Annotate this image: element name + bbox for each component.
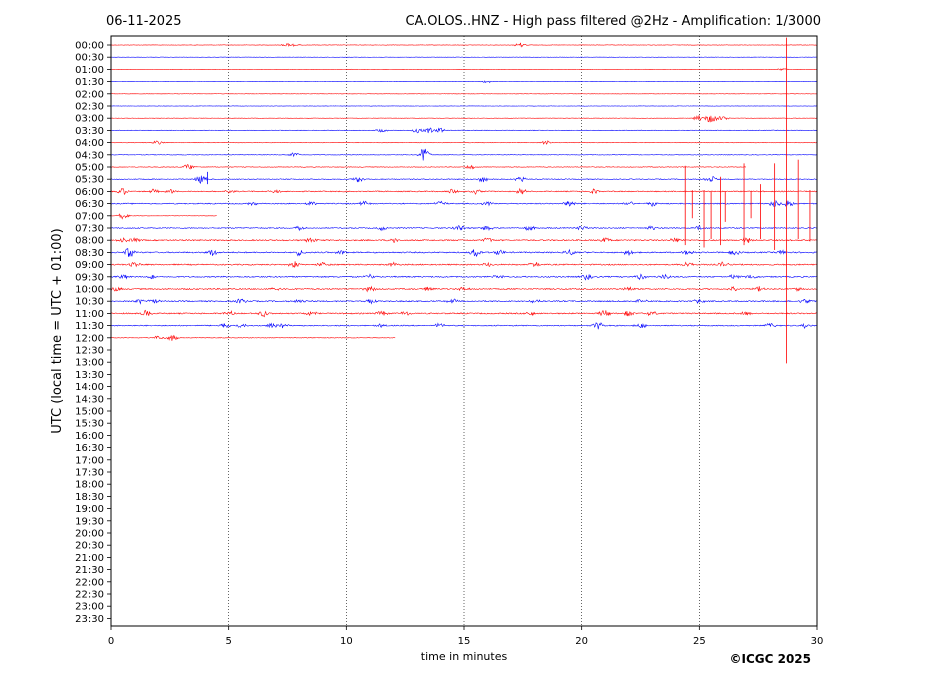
row-label: 22:30 (75, 590, 104, 601)
trace-0530 (110, 175, 817, 184)
trace-0830 (110, 247, 817, 258)
row-label: 16:00 (75, 431, 104, 442)
trace-1130 (110, 322, 817, 330)
trace-0930 (110, 273, 817, 281)
trace-1030 (110, 298, 817, 305)
row-label: 22:00 (75, 577, 104, 588)
trace-1000 (110, 285, 817, 293)
trace-1100 (110, 309, 817, 318)
x-tick-label: 5 (225, 636, 231, 647)
row-label: 21:00 (75, 553, 104, 564)
row-label: 07:30 (75, 224, 104, 235)
x-axis-label: time in minutes (421, 650, 508, 663)
trace-0300 (110, 115, 817, 123)
row-label: 04:00 (75, 138, 104, 149)
row-label: 10:30 (75, 297, 104, 308)
trace-0900 (110, 261, 817, 268)
row-label: 19:30 (75, 516, 104, 527)
row-label: 13:30 (75, 370, 104, 381)
trace-0630 (110, 199, 817, 207)
row-label: 00:30 (75, 53, 104, 64)
row-label: 23:30 (75, 614, 104, 625)
row-label: 20:30 (75, 541, 104, 552)
row-label: 00:00 (75, 41, 104, 52)
row-label: 02:30 (75, 102, 104, 113)
x-tick-label: 10 (340, 636, 353, 647)
row-label: 05:30 (75, 175, 104, 186)
x-tick-label: 0 (108, 636, 114, 647)
row-label: 17:30 (75, 468, 104, 479)
x-axis-ticks: 0 5 10 15 20 25 30 (108, 626, 824, 647)
x-tick-label: 15 (458, 636, 471, 647)
row-label: 15:00 (75, 407, 104, 418)
row-label: 09:30 (75, 272, 104, 283)
row-label: 07:00 (75, 211, 104, 222)
row-label: 05:00 (75, 163, 104, 174)
x-tick-label: 20 (575, 636, 588, 647)
row-label: 02:00 (75, 89, 104, 100)
seismogram-traces (110, 42, 817, 341)
row-label: 17:00 (75, 455, 104, 466)
trace-0130 (110, 80, 817, 84)
seismic-spikes (207, 37, 818, 364)
row-label: 01:30 (75, 77, 104, 88)
x-tick-label: 30 (811, 636, 824, 647)
trace-1200 (110, 334, 396, 341)
y-axis-label: UTC (local time = UTC + 01:00) (50, 228, 65, 433)
trace-0600 (110, 187, 817, 195)
trace-0100 (110, 68, 817, 71)
row-label: 03:00 (75, 114, 104, 125)
row-label: 01:00 (75, 65, 104, 76)
row-label: 14:30 (75, 394, 104, 405)
row-label: 13:00 (75, 358, 104, 369)
row-label: 19:00 (75, 504, 104, 515)
trace-0000 (110, 42, 817, 48)
row-label: 18:00 (75, 480, 104, 491)
x-tick-label: 25 (693, 636, 706, 647)
row-label: 03:30 (75, 126, 104, 137)
row-label: 16:30 (75, 443, 104, 454)
row-label: 04:30 (75, 150, 104, 161)
row-label: 11:30 (75, 321, 104, 332)
row-label: 06:30 (75, 199, 104, 210)
trace-0430 (110, 148, 817, 161)
date-label: 06-11-2025 (106, 14, 182, 29)
row-label: 15:30 (75, 419, 104, 430)
trace-0500 (110, 164, 747, 170)
row-label: 21:30 (75, 565, 104, 576)
chart-title: CA.OLOS..HNZ - High pass filtered @2Hz -… (405, 14, 821, 29)
vertical-grid (228, 36, 700, 626)
row-label: 09:00 (75, 260, 104, 271)
row-label: 18:30 (75, 492, 104, 503)
trace-0800 (110, 236, 817, 244)
row-label: 08:30 (75, 248, 104, 259)
trace-0700 (110, 213, 217, 220)
row-label: 11:00 (75, 309, 104, 320)
row-label: 20:00 (75, 529, 104, 540)
row-label: 12:30 (75, 346, 104, 357)
row-label: 06:00 (75, 187, 104, 198)
row-label: 23:00 (75, 602, 104, 613)
trace-0400 (110, 140, 817, 145)
trace-0730 (110, 225, 817, 232)
trace-0330 (110, 127, 817, 134)
copyright-label: ©ICGC 2025 (729, 652, 811, 666)
plot-frame (110, 35, 818, 627)
row-label: 12:00 (75, 333, 104, 344)
row-label: 08:00 (75, 236, 104, 247)
row-label: 10:00 (75, 285, 104, 296)
row-label: 14:00 (75, 382, 104, 393)
